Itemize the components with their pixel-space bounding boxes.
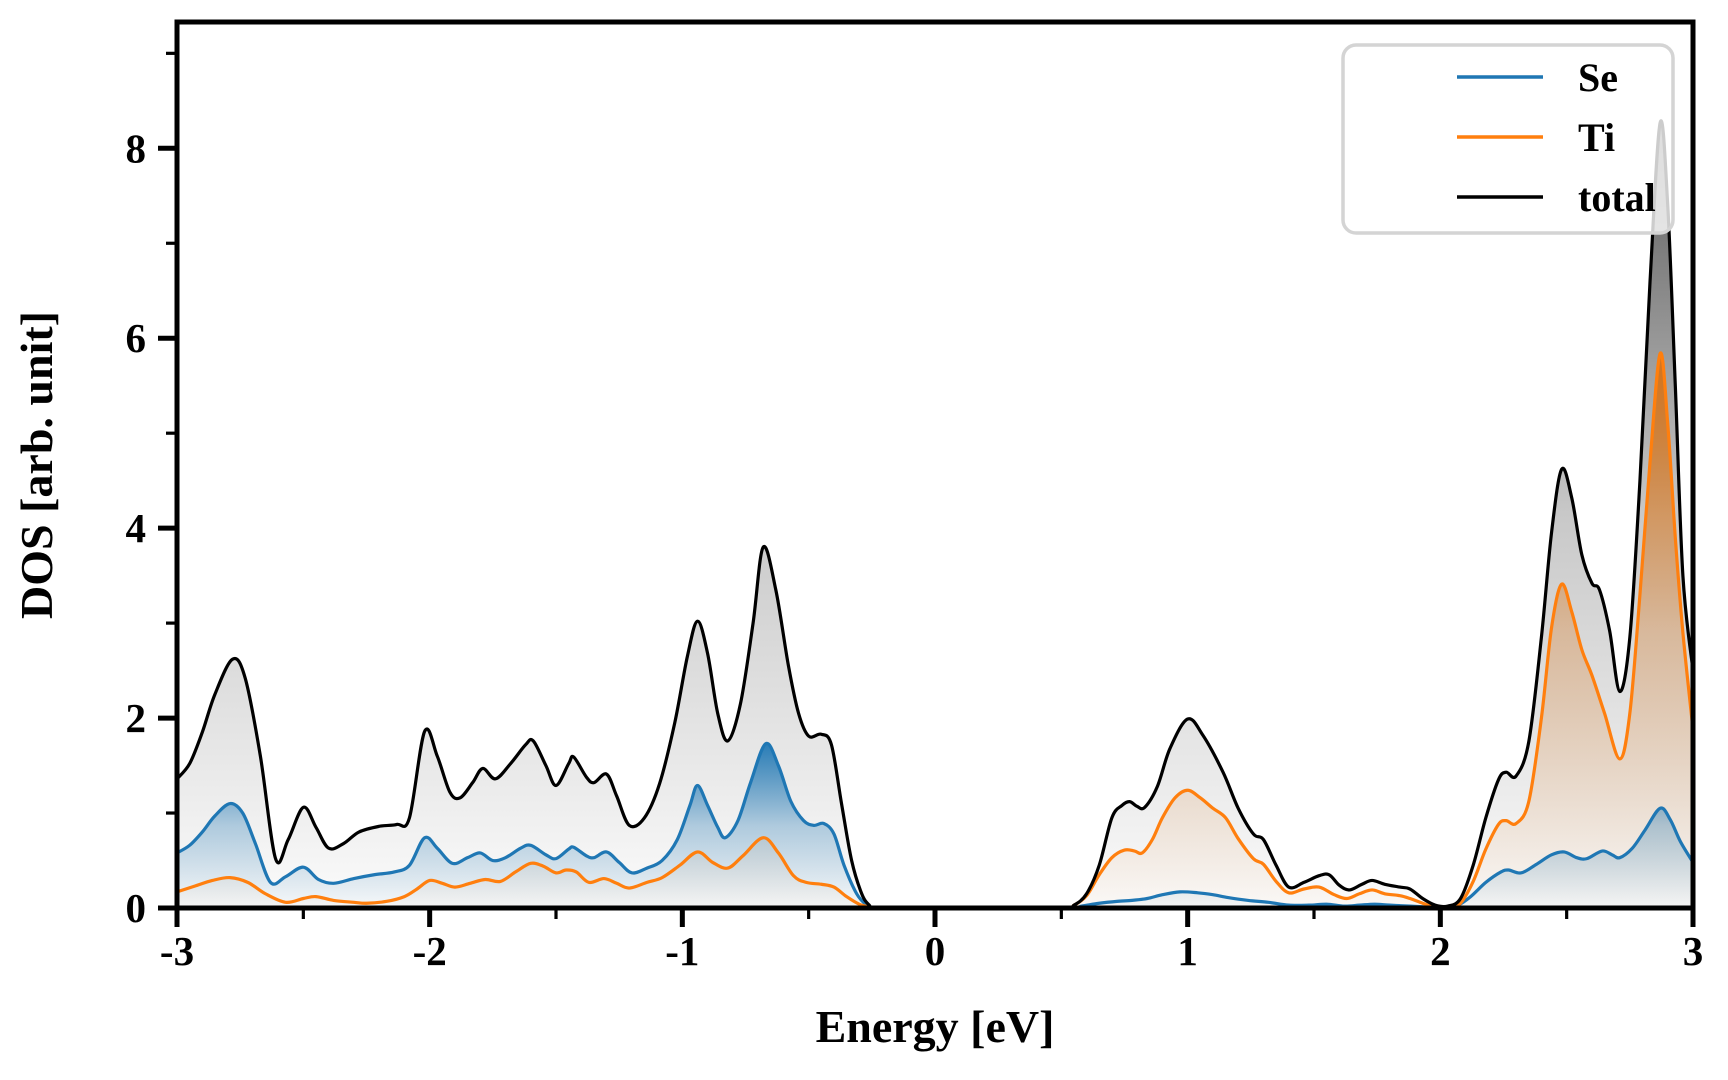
area-fill-se	[177, 743, 1693, 908]
axis-tick-labels: -3 -2 -1 0 1 2 3 0 2 4 6 8	[126, 125, 1704, 974]
series-group	[177, 119, 1693, 908]
x-tick-label: 2	[1430, 928, 1451, 974]
y-tick-label: 6	[126, 315, 147, 361]
x-tick-label: 3	[1683, 928, 1704, 974]
legend: Se Ti total	[1341, 43, 1675, 235]
series-line-ti	[177, 351, 1693, 908]
x-tick-label: 0	[925, 928, 946, 974]
area-fill-ti	[177, 352, 1693, 908]
axis-ticks	[158, 51, 1696, 927]
y-tick-label: 8	[126, 125, 147, 171]
legend-entry-ti: Ti	[1457, 115, 1615, 160]
y-tick-label: 4	[126, 505, 147, 551]
y-axis-title: DOS [arb. unit]	[11, 311, 62, 619]
series-line-se	[177, 741, 1693, 908]
legend-label-se: Se	[1578, 55, 1618, 100]
legend-entry-total: total	[1457, 175, 1656, 220]
legend-box	[1341, 43, 1675, 235]
x-tick-label: -2	[413, 928, 447, 974]
legend-label-ti: Ti	[1578, 115, 1615, 160]
y-tick-label: 0	[126, 885, 147, 931]
legend-label-total: total	[1578, 175, 1656, 220]
x-tick-label: 1	[1177, 928, 1198, 974]
x-tick-label: -1	[665, 928, 699, 974]
series-line-total	[177, 119, 1693, 908]
plot-area	[177, 119, 1693, 908]
x-axis-title: Energy [eV]	[816, 1001, 1055, 1052]
x-tick-label: -3	[160, 928, 194, 974]
legend-entry-se: Se	[1457, 55, 1618, 100]
y-tick-label: 2	[126, 695, 147, 741]
